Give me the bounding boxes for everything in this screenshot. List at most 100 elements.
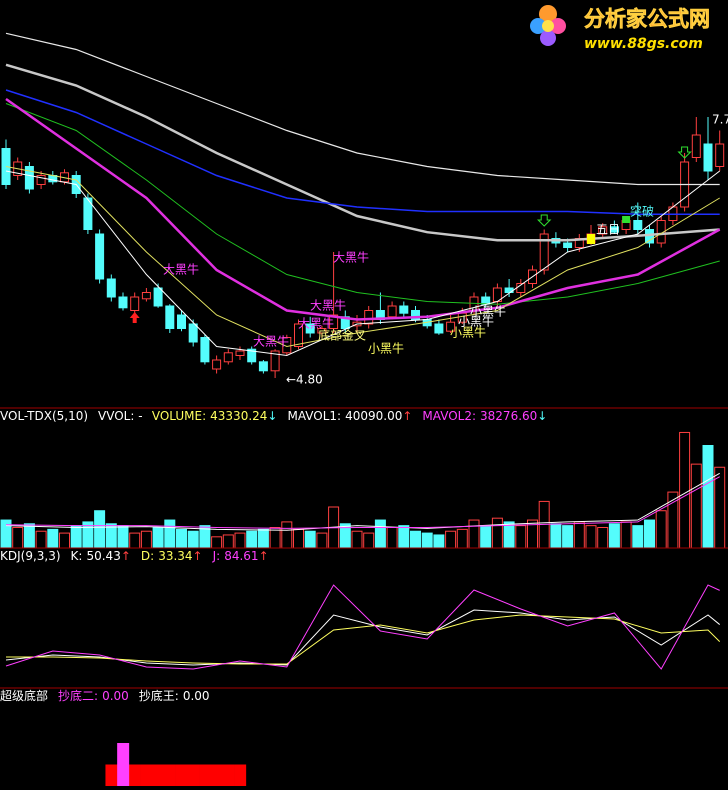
volume-bar [59,532,70,549]
logo-petal [539,5,557,23]
candle-body [481,296,491,305]
logo-title: 分析家公式网 [584,7,710,31]
candle-body [130,296,140,311]
legend-label: 抄底二: [58,688,98,703]
candle-body [118,296,128,309]
signal-bar [210,764,223,786]
candle-body [411,310,420,320]
volume-bar [491,517,503,549]
volume-bar [386,527,398,549]
candle-body [703,143,713,172]
volume-bar [211,536,223,549]
indicator-line [5,89,720,215]
candle-body [95,233,105,280]
signal-arrow [536,214,552,227]
signal-block [587,234,595,244]
panel-header: KDJ(9,3,3) K: 50.43↑ D: 33.34↑ J: 84.61↑ [0,549,269,563]
annotation: 大黑牛 [298,316,334,331]
signal-bar [175,764,188,786]
signal-bar [163,764,176,786]
volume-bar [23,523,35,549]
panel-header: VOL-TDX(5,10) VVOL: - VOLUME: 43330.24↓ MAVO… [0,409,547,423]
volume-bar [679,431,691,549]
indicator-line [6,614,721,665]
legend-arrow: ↑ [193,549,203,563]
signal-bar [152,764,165,786]
volume-bar [363,532,375,549]
volume-bar [655,510,667,549]
legend-label: 抄底王: [139,688,179,703]
candle-body [258,361,268,372]
logo: 分析家公式网 www.88gs.com [526,0,728,56]
volume-bar [550,523,562,549]
candle-body [715,143,725,167]
candle-body [24,166,34,190]
volume-bar [351,530,363,549]
candle-body [188,323,198,343]
annotation: 小黑牛 [450,325,486,340]
volume-bar [562,525,574,549]
volume-bar [620,521,632,549]
candle-body [83,197,93,230]
volume-bar [234,532,246,549]
annotation: 大黑牛 [333,250,369,265]
legend-value: 38276.60 [480,409,537,423]
candle-body [563,242,573,248]
volume-bar [152,527,164,549]
volume-bar [690,463,702,549]
annotation: 五日 [596,223,620,237]
indicator-line [5,103,720,305]
panel-title: 超级底部 [0,688,48,703]
legend-arrow: ↑ [402,409,412,423]
volume-bar [117,525,129,549]
volume-bar [468,519,480,549]
legend-arrow: ↓ [537,409,547,423]
legend-value: 50.43 [86,549,120,563]
annotation: 底部金叉 [318,328,366,343]
volume-bar [480,525,492,549]
signal-bar [199,764,212,786]
candle-body [598,226,608,235]
annotation: 突破 [630,204,654,219]
indicator-line [5,476,720,529]
candle-body [317,328,327,334]
candle-body [235,350,245,356]
legend-arrow: ↑ [121,549,131,563]
volume-bar [456,528,468,549]
volume-bar [410,530,421,549]
logo-petal [530,18,546,34]
signal-bar [187,764,200,786]
signal-bar [117,743,130,786]
indicator-line [5,584,720,670]
volume-bar [293,528,304,549]
signal-bar [128,764,141,786]
volume-bar [129,532,141,549]
candle-body [223,352,233,363]
candle-body [633,220,643,230]
candle-body [656,220,666,244]
volume-bar [35,530,47,549]
annotation: 大黑牛 [310,298,346,313]
volume-bar [374,519,386,549]
annotation: 大黑牛 [253,334,289,349]
candle-body [446,321,456,332]
volume-bar [47,528,59,549]
candle-body [212,359,222,370]
volume-bar [222,534,234,549]
volume-bar [281,521,293,549]
candle-body [106,278,116,298]
annotation: 小黑牛 [458,314,494,329]
logo-center [542,20,554,32]
logo-petal [540,30,556,46]
candle-body [247,348,257,363]
signal-bar [222,764,235,786]
legend-value: 40090.00 [345,409,402,423]
volume-bar [597,527,609,549]
volume-bar [714,466,726,549]
volume-bar [316,532,328,549]
candle-body [165,305,175,329]
panel-title: VOL-TDX(5,10) [0,409,88,423]
volume-bar [246,530,258,549]
